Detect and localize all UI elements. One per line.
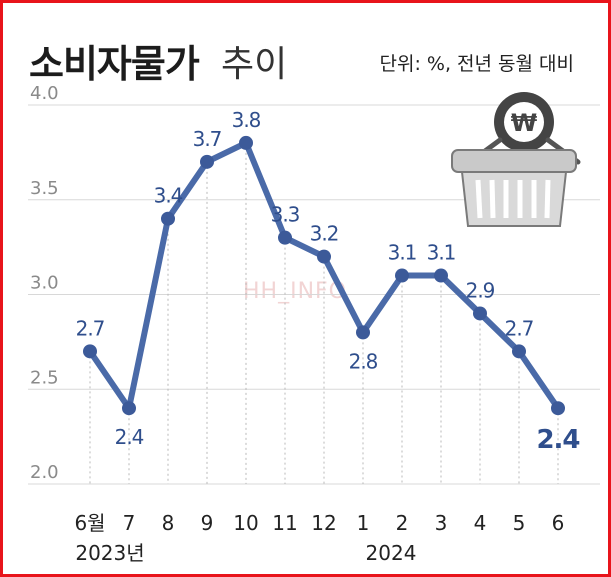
watermark: HH_INFO	[243, 279, 348, 304]
data-point	[551, 401, 565, 416]
x-tick-label: 8	[162, 511, 175, 535]
y-tick-label: 3.5	[30, 178, 59, 199]
unit-label: 단위: %, 전년 동월 대비	[379, 53, 575, 75]
x-tick-label: 1	[357, 511, 370, 535]
chart-title: 소비자물가	[29, 42, 200, 86]
data-point	[122, 401, 136, 416]
data-label: 2.8	[349, 349, 378, 373]
data-label: 2.4	[115, 425, 144, 449]
x-tick-label: 5	[513, 511, 526, 535]
data-label: 3.8	[232, 108, 261, 132]
data-point	[200, 154, 214, 169]
x-tick-label: 3	[435, 511, 448, 535]
x-tick-label: 7	[123, 511, 136, 535]
x-tick-label: 6	[552, 511, 565, 535]
data-point	[356, 325, 370, 340]
x-tick-label: 4	[474, 511, 487, 535]
data-point	[473, 306, 487, 321]
data-point	[317, 249, 331, 264]
y-tick-label: 2.5	[30, 367, 59, 388]
y-tick-label: 4.0	[30, 83, 59, 104]
svg-text:₩: ₩	[511, 109, 538, 137]
x-tick-label: 6월	[74, 511, 105, 535]
data-label: 3.1	[427, 241, 456, 265]
data-label: 2.7	[505, 316, 534, 340]
y-axis-ticks: 2.0 2.5 3.0 3.5 4.0	[30, 83, 59, 483]
data-point	[434, 268, 448, 283]
basket-won-icon: ₩	[451, 92, 581, 227]
year-label: 2023년	[75, 541, 144, 565]
chart-subtitle: 추이	[221, 44, 288, 85]
data-point	[512, 344, 526, 359]
points-layer	[83, 135, 565, 416]
data-label: 3.4	[154, 184, 183, 208]
data-label: 2.7	[76, 316, 105, 340]
data-label: 3.7	[193, 127, 222, 151]
x-tick-label: 9	[201, 511, 214, 535]
data-point	[278, 230, 292, 245]
x-tick-label: 2	[396, 511, 409, 535]
grid-layer	[28, 104, 600, 485]
data-point	[83, 344, 97, 359]
data-label: 3.2	[310, 222, 339, 246]
data-point	[395, 268, 409, 283]
data-label: 3.1	[388, 241, 417, 265]
y-tick-label: 3.0	[30, 273, 59, 294]
y-tick-label: 2.0	[30, 462, 59, 483]
data-point	[161, 211, 175, 226]
x-tick-label: 11	[272, 511, 297, 535]
data-label: 2.4	[536, 425, 579, 455]
year-label: 2024	[366, 541, 417, 565]
data-label: 2.9	[466, 278, 495, 302]
data-label: 3.3	[271, 203, 300, 227]
x-tick-label: 10	[233, 511, 258, 535]
x-tick-label: 12	[311, 511, 336, 535]
data-labels-layer: 2.7 2.4 3.4 3.7 3.8 3.3 3.2 2.8 3.1 3.1 2.9 2.7 2.4	[76, 108, 581, 455]
data-point	[239, 135, 253, 150]
